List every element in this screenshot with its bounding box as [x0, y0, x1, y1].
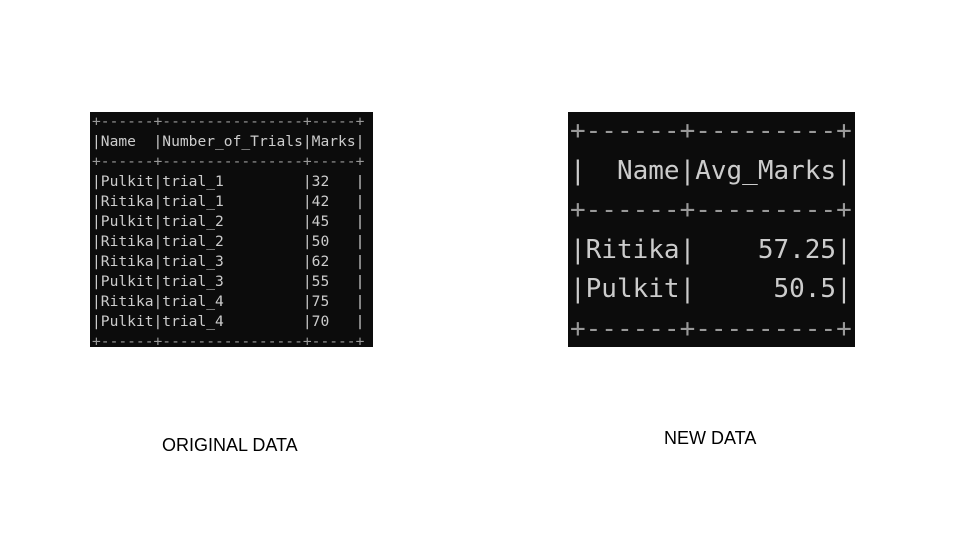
- table-cell: Name: [100, 133, 136, 150]
- caption: NEW DATA: [664, 428, 757, 448]
- table-cell: 70: [311, 313, 330, 330]
- header-row: | Name|Avg_Marks|: [570, 152, 855, 192]
- table-border: +------+---------+: [570, 313, 852, 344]
- table-cell: Ritika: [100, 253, 154, 270]
- table-cell: trial_3: [162, 273, 224, 290]
- data-row: |Ritika| 57.25|: [570, 231, 855, 271]
- table-cell: Ritika: [100, 233, 154, 250]
- table-cell: 62: [311, 253, 330, 270]
- data-row: |Pulkit| 50.5|: [570, 270, 855, 310]
- table-cell: Pulkit: [585, 274, 680, 304]
- table-cell: trial_1: [162, 173, 224, 190]
- table-cell: trial_3: [162, 253, 224, 270]
- table-cell: Marks: [311, 133, 356, 150]
- data-row: |Ritika|trial_3 |62 |: [92, 253, 365, 270]
- table-cell: trial_2: [162, 213, 224, 230]
- table-cell: 42: [311, 193, 330, 210]
- table-cell: Pulkit: [100, 213, 154, 230]
- original-table: +------+----------------+-----+ |Name |Num…: [90, 112, 373, 347]
- table-cell: 32: [311, 173, 330, 190]
- table-cell: Ritika: [585, 234, 680, 265]
- table-cell: Avg_Marks: [695, 155, 837, 186]
- table-border: +------+---------+: [570, 195, 852, 225]
- table-cell: 55: [311, 273, 330, 290]
- data-row: |Pulkit|trial_3 |55 |: [92, 273, 365, 290]
- table-cell: 57.25: [757, 234, 837, 265]
- table-cell: Ritika: [100, 293, 154, 310]
- new-table: +------+---------+ | Name|Avg_Marks| +-----…: [568, 112, 855, 347]
- data-row: |Pulkit|trial_4 |70 |: [92, 313, 365, 330]
- table-cell: Number_of_Trials: [162, 133, 303, 150]
- data-row: |Ritika|trial_2 |50 |: [92, 233, 365, 250]
- table-cell: 45: [311, 213, 330, 230]
- header-row: |Name |Number_of_Trials|Marks|: [92, 133, 365, 150]
- table-border: +------+---------+: [570, 116, 852, 146]
- data-row: |Pulkit|trial_2 |45 |: [92, 213, 365, 230]
- data-row: |Ritika|trial_4 |75 |: [92, 293, 365, 310]
- data-row: |Ritika|trial_1 |42 |: [92, 193, 365, 210]
- caption: ORIGINAL DATA: [162, 435, 298, 455]
- table-cell: trial_2: [162, 233, 224, 250]
- table-cell: Pulkit: [100, 313, 154, 330]
- table-cell: 50: [311, 233, 330, 250]
- table-border: +------+----------------+-----+: [92, 153, 365, 170]
- data-row: |Pulkit|trial_1 |32 |: [92, 173, 365, 190]
- table-cell: trial_1: [162, 193, 224, 210]
- table-cell: Name: [616, 155, 680, 186]
- table-cell: trial_4: [162, 293, 224, 310]
- table-cell: 75: [311, 293, 330, 310]
- table-cell: 50.5: [773, 274, 837, 304]
- table-border: +------+----------------+-----+: [92, 333, 365, 347]
- table-cell: Pulkit: [100, 173, 154, 190]
- table-cell: Ritika: [100, 193, 154, 210]
- table-cell: Pulkit: [100, 273, 154, 290]
- table-border: +------+----------------+-----+: [92, 113, 365, 130]
- table-cell: trial_4: [162, 313, 224, 330]
